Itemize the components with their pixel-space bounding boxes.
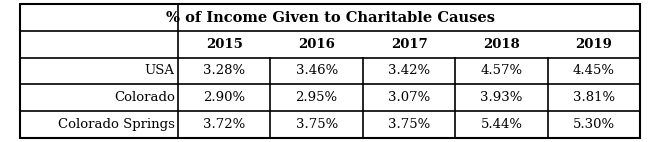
Text: 3.28%: 3.28% — [203, 64, 246, 78]
Text: 4.57%: 4.57% — [480, 64, 523, 78]
Text: 3.42%: 3.42% — [388, 64, 430, 78]
Text: 3.93%: 3.93% — [480, 91, 523, 104]
Text: 3.81%: 3.81% — [573, 91, 615, 104]
Text: 2.95%: 2.95% — [296, 91, 338, 104]
Text: 2015: 2015 — [206, 38, 243, 51]
Text: Colorado: Colorado — [114, 91, 175, 104]
Text: 2017: 2017 — [391, 38, 428, 51]
Text: 5.44%: 5.44% — [480, 118, 523, 131]
Text: 3.46%: 3.46% — [296, 64, 338, 78]
Text: % of Income Given to Charitable Causes: % of Income Given to Charitable Causes — [166, 11, 494, 25]
Text: USA: USA — [145, 64, 175, 78]
Text: 2.90%: 2.90% — [203, 91, 246, 104]
Text: 2016: 2016 — [298, 38, 335, 51]
Text: 3.07%: 3.07% — [388, 91, 430, 104]
Text: 5.30%: 5.30% — [573, 118, 615, 131]
Text: 4.45%: 4.45% — [573, 64, 615, 78]
Text: 3.75%: 3.75% — [388, 118, 430, 131]
Text: 3.75%: 3.75% — [296, 118, 338, 131]
Text: Colorado Springs: Colorado Springs — [58, 118, 175, 131]
Text: 3.72%: 3.72% — [203, 118, 246, 131]
Text: 2019: 2019 — [576, 38, 612, 51]
Text: 2018: 2018 — [483, 38, 520, 51]
